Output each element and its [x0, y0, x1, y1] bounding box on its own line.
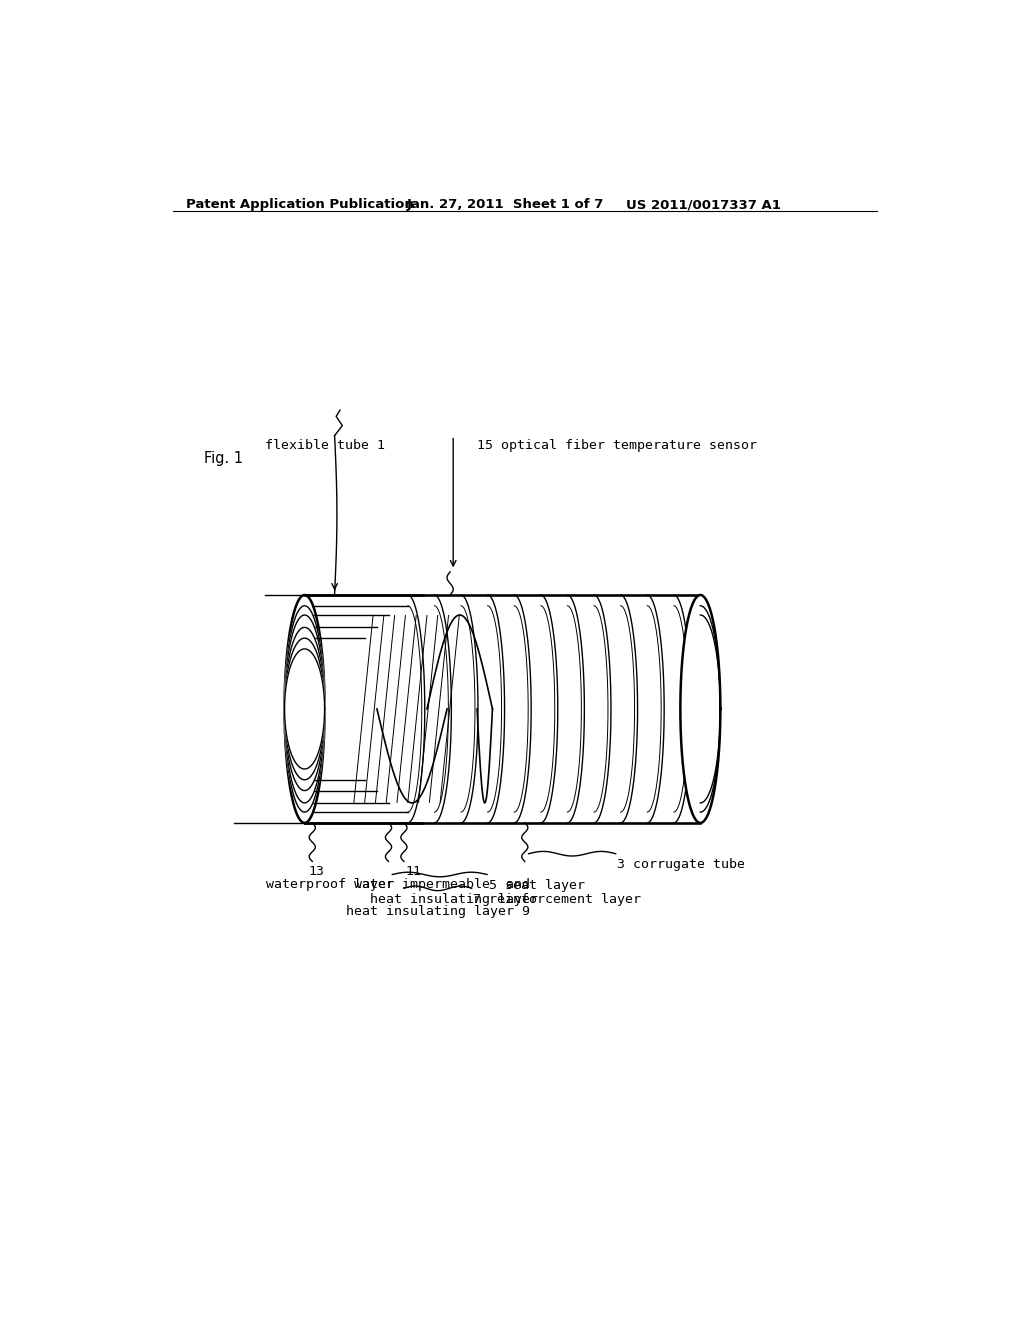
Text: waterproof layer: waterproof layer	[266, 878, 394, 891]
Text: 11: 11	[406, 866, 422, 878]
Text: Patent Application Publication: Patent Application Publication	[186, 198, 414, 211]
Polygon shape	[285, 649, 325, 770]
Text: heat insulating layer 9: heat insulating layer 9	[346, 906, 530, 919]
Text: 7 reinforcement layer: 7 reinforcement layer	[473, 892, 641, 906]
Polygon shape	[285, 638, 325, 780]
Text: 13: 13	[308, 866, 325, 878]
Text: flexible tube 1: flexible tube 1	[265, 440, 385, 453]
Polygon shape	[285, 627, 325, 791]
Polygon shape	[264, 591, 720, 826]
Text: Fig. 1: Fig. 1	[204, 451, 243, 466]
Polygon shape	[285, 615, 325, 803]
Polygon shape	[285, 606, 325, 812]
Text: water impermeable  and
  heat insulating layer: water impermeable and heat insulating la…	[354, 878, 538, 906]
Text: 5 seat layer: 5 seat layer	[488, 879, 585, 892]
Text: 15 optical fiber temperature sensor: 15 optical fiber temperature sensor	[477, 440, 757, 453]
Polygon shape	[680, 595, 720, 822]
Text: US 2011/0017337 A1: US 2011/0017337 A1	[626, 198, 780, 211]
Text: 3 corrugate tube: 3 corrugate tube	[617, 858, 745, 871]
Polygon shape	[285, 595, 325, 822]
Text: Jan. 27, 2011  Sheet 1 of 7: Jan. 27, 2011 Sheet 1 of 7	[407, 198, 603, 211]
